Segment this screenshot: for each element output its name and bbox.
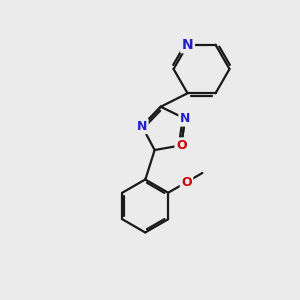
Text: O: O bbox=[176, 139, 187, 152]
Text: N: N bbox=[180, 112, 190, 125]
Text: N: N bbox=[182, 38, 194, 52]
Text: O: O bbox=[181, 176, 192, 189]
Text: N: N bbox=[137, 120, 147, 133]
